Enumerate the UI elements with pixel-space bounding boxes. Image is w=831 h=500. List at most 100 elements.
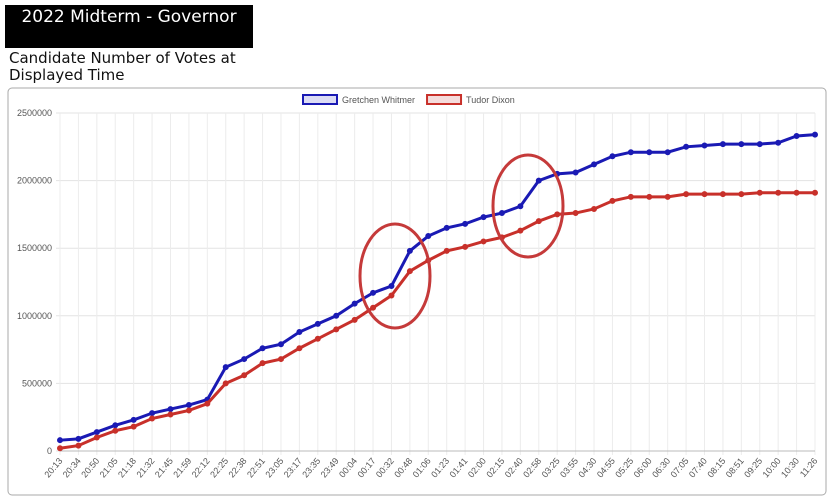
data-point [609, 197, 616, 204]
data-point [812, 189, 818, 196]
chart-title: 2022 Midterm - Governor [5, 5, 253, 48]
x-tick-label: 09:25 [742, 456, 764, 480]
y-tick-label: 0 [47, 446, 52, 456]
data-point [591, 161, 598, 168]
data-point [130, 416, 137, 423]
x-tick-label: 23:17 [282, 456, 304, 480]
data-point [388, 292, 395, 299]
data-point [793, 189, 800, 196]
data-point [259, 360, 266, 367]
data-point [756, 141, 763, 148]
data-point [646, 149, 653, 156]
data-point [57, 445, 63, 452]
data-point [130, 423, 137, 430]
x-tick-label: 22:51 [245, 456, 267, 480]
plot: 0 500000 1000000 1500000 2000000 2500000 20:13… [17, 94, 820, 480]
data-point [185, 407, 192, 414]
x-tick-label: 08:15 [705, 456, 727, 480]
data-point [406, 268, 413, 275]
x-tick-label: 22:12 [190, 456, 212, 480]
data-point [425, 233, 432, 240]
x-tick-label: 00:32 [374, 456, 396, 480]
data-point [517, 227, 524, 234]
chart-subtitle: Candidate Number of Votes at Displayed T… [9, 49, 236, 84]
x-tick-label: 20:13 [42, 456, 64, 480]
x-tick-label: 03:55 [558, 456, 580, 480]
data-point [167, 411, 174, 418]
data-point [443, 247, 450, 254]
data-point [167, 406, 174, 413]
y-tick-label: 500000 [22, 378, 52, 388]
x-tick-label: 11:26 [798, 456, 820, 479]
data-point [204, 400, 211, 407]
data-point [443, 224, 450, 231]
data-point [627, 149, 634, 156]
data-point [738, 191, 745, 198]
x-tick-label: 21:59 [171, 456, 193, 480]
data-point [756, 189, 763, 196]
highlight-circle [491, 153, 565, 259]
data-point [701, 191, 708, 198]
data-point [775, 189, 782, 196]
data-point [57, 437, 63, 444]
data-point [812, 131, 818, 138]
series-line [59, 133, 816, 442]
data-point [406, 247, 413, 254]
data-point [185, 402, 192, 409]
x-tick-label: 10:30 [779, 456, 801, 480]
data-point [554, 211, 561, 218]
data-point [351, 300, 358, 307]
x-tick-label: 23:49 [319, 456, 341, 480]
data-point [296, 329, 303, 336]
x-tick-label: 04:55 [595, 456, 617, 480]
x-tick-label: 08:51 [724, 456, 746, 480]
data-point [775, 139, 782, 146]
data-point [314, 335, 321, 342]
data-point [75, 442, 82, 449]
data-point [314, 320, 321, 327]
data-point [93, 434, 100, 441]
data-point [627, 193, 634, 200]
x-tick-label: 21:05 [98, 456, 120, 480]
data-point [572, 169, 579, 176]
data-point [222, 364, 229, 371]
x-tick-label: 06:30 [650, 456, 672, 480]
data-point [241, 372, 248, 379]
x-tick-label: 20:50 [79, 456, 101, 480]
data-point [535, 177, 542, 184]
x-tick-label: 06:00 [632, 456, 654, 480]
x-tick-label: 01:06 [411, 456, 433, 480]
y-tick-label: 1000000 [17, 311, 52, 321]
legend-swatch [302, 94, 338, 105]
data-point [646, 193, 653, 200]
data-point [75, 435, 82, 442]
data-point [701, 142, 708, 149]
data-point [93, 429, 100, 436]
data-point [149, 415, 156, 422]
data-point [370, 289, 377, 296]
x-tick-label: 07:05 [668, 456, 690, 480]
x-tick-label: 23:35 [300, 456, 322, 480]
x-tick-label: 02:15 [484, 456, 506, 480]
x-tick-label: 01:23 [429, 456, 451, 480]
data-point [738, 141, 745, 148]
x-tick-label: 21:45 [153, 456, 175, 480]
data-point [241, 356, 248, 363]
x-tick-label: 10:00 [761, 456, 783, 480]
x-tick-label: 22:38 [227, 456, 249, 480]
x-tick-label: 00:04 [337, 456, 359, 480]
data-point [259, 345, 266, 352]
x-tick-label: 02:40 [503, 456, 525, 480]
x-tick-label: 00:48 [392, 456, 414, 480]
data-point [683, 191, 690, 198]
data-point [535, 218, 542, 225]
data-point [609, 153, 616, 160]
x-tick-label: 21:32 [134, 456, 156, 480]
data-point [793, 132, 800, 139]
data-point [664, 193, 671, 200]
data-point [480, 238, 487, 245]
x-tick-label: 07:40 [687, 456, 709, 480]
y-tick-label: 2000000 [17, 176, 52, 186]
